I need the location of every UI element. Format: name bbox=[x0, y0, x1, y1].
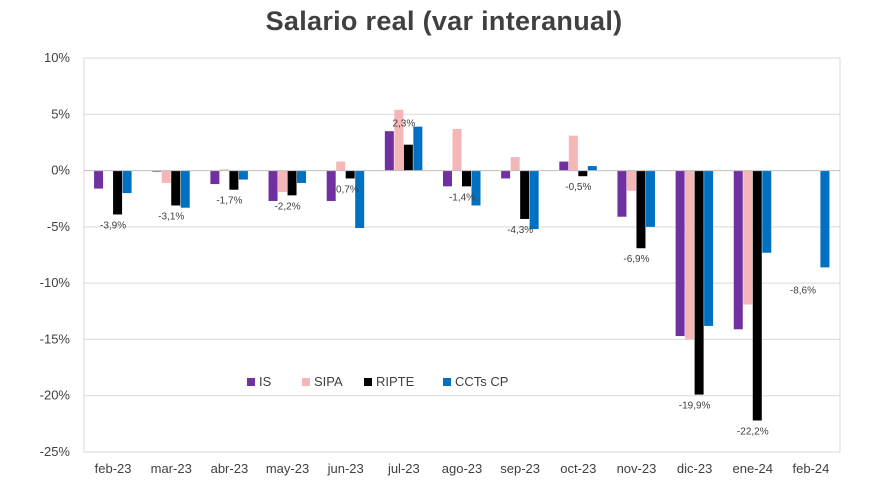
bar-ripte bbox=[752, 170, 762, 421]
x-tick-label: ago-23 bbox=[442, 461, 482, 476]
x-tick-label: mar-23 bbox=[151, 461, 192, 476]
bar-ccts-cp bbox=[180, 170, 190, 208]
bar-ccts-cp bbox=[704, 170, 714, 326]
y-tick-label: 5% bbox=[51, 106, 70, 121]
data-label: -3,1% bbox=[158, 211, 184, 222]
bar-ripte bbox=[578, 170, 588, 177]
legend-swatch bbox=[302, 378, 310, 386]
data-label: -0,7% bbox=[333, 184, 359, 195]
x-tick-label: oct-23 bbox=[560, 461, 596, 476]
bar-ccts-cp bbox=[471, 170, 481, 206]
data-label: -3,9% bbox=[100, 220, 126, 231]
bar-is bbox=[675, 170, 685, 337]
data-label: -1,7% bbox=[216, 196, 242, 207]
bar-ripte bbox=[403, 144, 413, 171]
bar-sipa bbox=[568, 135, 578, 171]
bar-ripte bbox=[287, 170, 297, 196]
y-tick-label: -5% bbox=[47, 219, 71, 234]
legend-label: RIPTE bbox=[376, 374, 415, 389]
bar-ripte bbox=[636, 170, 646, 249]
bar-ccts-cp bbox=[297, 170, 307, 183]
bar-ccts-cp bbox=[122, 170, 132, 194]
bar-is bbox=[152, 170, 162, 172]
bar-is bbox=[501, 170, 511, 179]
bar-sipa bbox=[743, 170, 753, 305]
y-tick-label: 0% bbox=[51, 163, 70, 178]
bar-ripte bbox=[694, 170, 704, 395]
bar-is bbox=[210, 170, 220, 185]
bar-is bbox=[617, 170, 627, 217]
y-tick-label: -25% bbox=[40, 444, 71, 459]
data-label: -19,9% bbox=[679, 401, 711, 412]
bar-sipa bbox=[219, 169, 229, 171]
bar-ripte bbox=[171, 170, 181, 206]
bar-ripte bbox=[229, 170, 239, 190]
data-label: -6,9% bbox=[623, 254, 649, 265]
bar-is bbox=[326, 170, 336, 201]
x-tick-label: ene-24 bbox=[733, 461, 773, 476]
data-label: -1,4% bbox=[449, 192, 475, 203]
bar-sipa bbox=[510, 157, 520, 171]
x-tick-label: feb-24 bbox=[792, 461, 829, 476]
y-tick-label: -10% bbox=[40, 275, 71, 290]
data-label: -22,2% bbox=[737, 426, 769, 437]
bar-sipa bbox=[336, 161, 346, 171]
legend-label: CCTs CP bbox=[455, 374, 508, 389]
bar-sipa bbox=[452, 128, 462, 171]
bar-is bbox=[268, 170, 278, 201]
data-label: -8,6% bbox=[790, 285, 816, 296]
legend-swatch bbox=[364, 378, 372, 386]
y-tick-label: 10% bbox=[44, 50, 70, 65]
x-tick-label: jun-23 bbox=[327, 461, 364, 476]
legend-swatch bbox=[247, 378, 255, 386]
bar-sipa bbox=[278, 170, 288, 192]
bar-sipa bbox=[685, 170, 695, 340]
bar-ccts-cp bbox=[529, 170, 539, 230]
data-label: -4,3% bbox=[507, 225, 533, 236]
chart-title: Salario real (var interanual) bbox=[265, 6, 623, 36]
plot-area bbox=[83, 57, 841, 453]
x-tick-label: feb-23 bbox=[95, 461, 132, 476]
bar-ripte bbox=[462, 170, 471, 187]
data-label: 2,3% bbox=[392, 119, 415, 130]
bar-ccts-cp bbox=[762, 170, 772, 253]
bar-ripte bbox=[520, 170, 530, 219]
bar-ccts-cp bbox=[820, 170, 830, 268]
x-tick-label: abr-23 bbox=[211, 461, 249, 476]
bar-sipa bbox=[394, 109, 404, 171]
bar-is bbox=[559, 161, 569, 171]
y-tick-label: -15% bbox=[40, 331, 71, 346]
bar-is bbox=[384, 131, 394, 171]
x-tick-label: jul-23 bbox=[387, 461, 420, 476]
y-tick-label: -20% bbox=[40, 388, 71, 403]
legend-label: SIPA bbox=[314, 374, 343, 389]
bar-ccts-cp bbox=[645, 170, 655, 227]
bar-sipa bbox=[161, 170, 171, 183]
bar-ccts-cp bbox=[587, 166, 597, 171]
x-tick-label: may-23 bbox=[266, 461, 309, 476]
x-tick-label: nov-23 bbox=[617, 461, 657, 476]
bar-ripte bbox=[113, 170, 123, 215]
bar-ripte bbox=[345, 170, 355, 179]
x-tick-label: dic-23 bbox=[677, 461, 712, 476]
bar-ccts-cp bbox=[413, 126, 423, 171]
bar-ccts-cp bbox=[355, 170, 365, 228]
legend-label: IS bbox=[259, 374, 272, 389]
data-label: -0,5% bbox=[565, 182, 591, 193]
bar-is bbox=[94, 170, 104, 189]
bar-sipa bbox=[626, 170, 636, 191]
data-label: -2,2% bbox=[274, 201, 300, 212]
legend-swatch bbox=[443, 378, 451, 386]
bar-ccts-cp bbox=[238, 170, 248, 180]
bar-is bbox=[443, 170, 452, 187]
bar-is bbox=[733, 170, 743, 330]
x-tick-label: sep-23 bbox=[500, 461, 540, 476]
